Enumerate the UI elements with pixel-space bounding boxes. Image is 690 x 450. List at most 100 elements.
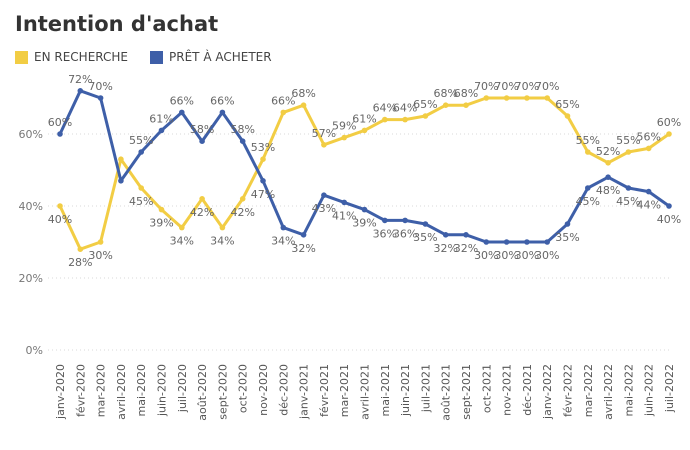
data-label-pret-a-acheter: 30% [535, 249, 559, 262]
data-point-en-recherche [564, 113, 571, 119]
x-tick-label: juil-2022 [663, 364, 676, 413]
data-label-en-recherche: 64% [373, 102, 397, 115]
data-label-en-recherche: 66% [271, 94, 295, 107]
data-point-en-recherche [463, 102, 469, 108]
data-point-pret-a-acheter [564, 221, 571, 227]
data-label-en-recherche: 28% [68, 256, 92, 269]
x-tick-label: août-2021 [440, 364, 453, 421]
data-label-en-recherche: 65% [413, 98, 437, 111]
data-point-pret-a-acheter [239, 138, 246, 144]
x-tick-label: juil-2020 [176, 364, 189, 413]
data-point-en-recherche [544, 95, 550, 101]
x-tick-label: sept-2020 [216, 364, 229, 420]
x-tick-label: mai-2021 [379, 364, 392, 416]
x-tick-label: avril-2022 [602, 364, 615, 420]
data-point-en-recherche [199, 196, 205, 202]
chart-title: Intention d'achat [15, 12, 219, 36]
data-point-en-recherche [97, 239, 104, 245]
x-tick-label: nov-2021 [501, 364, 514, 416]
x-tick-label: mar-2021 [338, 364, 351, 417]
data-label-en-recherche: 30% [88, 249, 112, 262]
data-point-pret-a-acheter [341, 199, 348, 206]
data-point-en-recherche [361, 127, 368, 134]
x-tick-label: juin-2022 [643, 364, 656, 417]
data-point-pret-a-acheter [645, 188, 652, 195]
x-tick-label: févr-2021 [318, 364, 331, 417]
data-label-en-recherche: 61% [352, 112, 376, 125]
y-tick-label: 20% [19, 272, 43, 285]
data-label-pret-a-acheter: 66% [210, 94, 234, 107]
legend-label-en-recherche: EN RECHERCHE [34, 50, 129, 64]
data-point-en-recherche [239, 196, 246, 202]
data-point-en-recherche [341, 134, 348, 141]
data-label-en-recherche: 42% [190, 206, 214, 219]
data-point-pret-a-acheter [158, 127, 165, 134]
data-point-en-recherche [605, 160, 611, 166]
x-tick-label: janv-2020 [54, 364, 67, 420]
data-point-pret-a-acheter [402, 217, 408, 224]
x-tick-label: nov-2020 [257, 364, 270, 416]
data-point-en-recherche [77, 246, 84, 252]
data-label-pret-a-acheter: 72% [68, 73, 92, 86]
data-label-pret-a-acheter: 32% [291, 242, 315, 255]
x-tick-label: sept-2021 [460, 364, 473, 420]
data-point-pret-a-acheter [300, 232, 307, 238]
data-label-en-recherche: 70% [494, 80, 518, 93]
data-label-en-recherche: 59% [332, 120, 356, 133]
data-point-pret-a-acheter [321, 192, 327, 198]
chart-legend: EN RECHERCHE PRÊT À ACHETER [15, 50, 294, 64]
data-label-pret-a-acheter: 35% [413, 231, 437, 244]
x-tick-label: août-2020 [196, 364, 209, 421]
data-point-pret-a-acheter [118, 178, 124, 184]
data-label-pret-a-acheter: 45% [616, 195, 640, 208]
data-label-en-recherche: 65% [555, 98, 579, 111]
data-point-pret-a-acheter [280, 224, 287, 231]
data-label-pret-a-acheter: 30% [515, 249, 539, 262]
data-label-pret-a-acheter: 39% [352, 217, 376, 230]
data-label-en-recherche: 39% [149, 217, 173, 230]
data-point-en-recherche [585, 149, 591, 155]
data-point-pret-a-acheter [361, 206, 368, 213]
x-tick-label: avril-2020 [115, 364, 128, 420]
x-tick-label: mai-2022 [622, 364, 635, 416]
x-tick-label: oct-2021 [480, 364, 493, 413]
data-label-pret-a-acheter: 36% [393, 227, 417, 240]
data-label-en-recherche: 45% [129, 195, 153, 208]
data-point-pret-a-acheter [503, 239, 510, 245]
data-label-en-recherche: 55% [616, 134, 640, 147]
data-point-pret-a-acheter [260, 178, 266, 184]
x-tick-label: mar-2020 [95, 364, 108, 417]
data-point-pret-a-acheter [666, 203, 672, 209]
data-point-en-recherche [442, 102, 449, 108]
x-tick-label: déc-2020 [277, 364, 290, 416]
data-label-pret-a-acheter: 40% [657, 213, 681, 226]
data-label-pret-a-acheter: 61% [149, 112, 173, 125]
data-point-en-recherche [422, 113, 429, 119]
x-tick-label: févr-2020 [74, 364, 87, 417]
data-label-en-recherche: 55% [576, 134, 600, 147]
data-point-pret-a-acheter [219, 109, 226, 116]
data-label-en-recherche: 68% [433, 87, 457, 100]
legend-item-en-recherche[interactable]: EN RECHERCHE [15, 50, 128, 64]
data-point-pret-a-acheter [179, 109, 185, 116]
data-label-en-recherche: 60% [657, 116, 681, 129]
data-label-pret-a-acheter: 47% [251, 188, 275, 201]
legend-swatch-en-recherche [15, 50, 28, 64]
data-label-pret-a-acheter: 41% [332, 209, 356, 222]
data-label-en-recherche: 52% [596, 145, 620, 158]
data-label-pret-a-acheter: 60% [48, 116, 72, 129]
data-point-pret-a-acheter [605, 174, 611, 180]
data-point-pret-a-acheter [77, 88, 84, 94]
data-point-pret-a-acheter [57, 131, 63, 137]
data-label-pret-a-acheter: 30% [494, 249, 518, 262]
data-label-pret-a-acheter: 58% [190, 123, 214, 136]
data-label-en-recherche: 70% [515, 80, 539, 93]
x-tick-label: déc-2021 [521, 364, 534, 416]
data-point-pret-a-acheter [422, 221, 429, 227]
data-point-pret-a-acheter [483, 239, 490, 245]
legend-swatch-pret-a-acheter [150, 50, 164, 64]
data-label-en-recherche: 53% [251, 141, 275, 154]
data-point-en-recherche [118, 156, 124, 162]
data-label-pret-a-acheter: 70% [88, 80, 112, 93]
legend-item-pret-a-acheter[interactable]: PRÊT À ACHETER [150, 50, 272, 64]
